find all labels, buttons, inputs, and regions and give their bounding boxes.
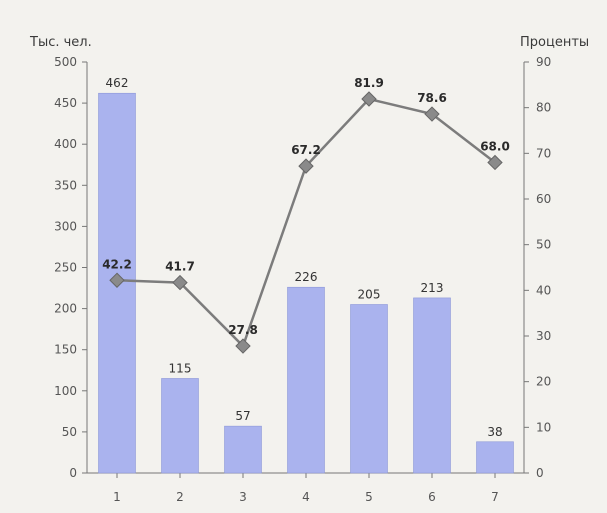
right-tick-label: 10 xyxy=(536,420,551,434)
left-tick-label: 150 xyxy=(54,343,77,357)
line-value-label: 78.6 xyxy=(417,91,447,105)
bar xyxy=(476,441,514,474)
x-tick-label: 3 xyxy=(239,490,247,504)
line-marker xyxy=(235,338,251,354)
line-value-label: 68.0 xyxy=(480,139,510,153)
x-tick-label: 1 xyxy=(113,490,121,504)
left-axis-title: Тыс. чел. xyxy=(29,35,92,50)
line-series: 42.2 41.7 27.8 67.2 81.9 78.6 68.0 xyxy=(102,76,510,354)
bar xyxy=(161,378,199,474)
line-marker xyxy=(298,158,314,174)
left-tick-label: 100 xyxy=(54,384,77,398)
line-marker xyxy=(109,272,125,288)
line-value-label: 81.9 xyxy=(354,76,384,90)
right-tick-label: 90 xyxy=(536,55,551,69)
line-value-label: 67.2 xyxy=(291,143,321,157)
line-marker xyxy=(424,106,440,122)
bar xyxy=(350,304,388,474)
left-tick-label: 450 xyxy=(54,96,77,110)
left-tick-label: 200 xyxy=(54,302,77,316)
left-tick-label: 300 xyxy=(54,219,77,233)
line-marker xyxy=(172,274,188,291)
x-tick-label: 6 xyxy=(428,490,436,504)
right-tick-label: 50 xyxy=(536,238,551,252)
right-tick-label: 30 xyxy=(536,329,551,343)
bar-value-label: 213 xyxy=(421,281,444,295)
x-tick-label: 5 xyxy=(365,490,373,504)
x-tick-label: 2 xyxy=(176,490,184,504)
right-tick-label: 20 xyxy=(536,375,551,389)
bar-value-label: 38 xyxy=(487,425,502,439)
left-axis: 0 50 100 150 200 250 300 350 400 450 500 xyxy=(54,55,88,480)
bar xyxy=(413,297,451,474)
right-tick-label: 60 xyxy=(536,192,551,206)
bar-value-label: 226 xyxy=(295,270,318,284)
bar-value-label: 205 xyxy=(358,287,381,301)
line-marker xyxy=(361,91,377,107)
bar-value-label: 462 xyxy=(106,76,129,90)
right-tick-label: 0 xyxy=(536,466,544,480)
line-marker xyxy=(487,154,503,171)
line-value-label: 42.2 xyxy=(102,257,132,271)
right-axis: 0 10 20 30 40 50 60 70 80 90 xyxy=(523,55,551,480)
left-tick-label: 350 xyxy=(54,178,77,192)
left-tick-label: 500 xyxy=(54,55,77,69)
line-value-label: 27.8 xyxy=(228,323,258,337)
bar-value-label: 57 xyxy=(235,409,250,423)
left-tick-label: 250 xyxy=(54,261,77,275)
bar-value-label: 115 xyxy=(169,361,192,375)
left-tick-label: 50 xyxy=(62,425,77,439)
x-tick-label: 7 xyxy=(491,490,499,504)
bar xyxy=(224,425,262,474)
left-tick-label: 400 xyxy=(54,137,77,151)
right-tick-label: 70 xyxy=(536,146,551,160)
right-tick-label: 80 xyxy=(536,101,551,115)
x-tick-label: 4 xyxy=(302,490,310,504)
line-value-label: 41.7 xyxy=(165,260,195,274)
right-axis-title: Проценты xyxy=(520,35,589,50)
bar xyxy=(287,286,325,474)
left-tick-label: 0 xyxy=(69,466,77,480)
right-tick-label: 40 xyxy=(536,283,551,297)
